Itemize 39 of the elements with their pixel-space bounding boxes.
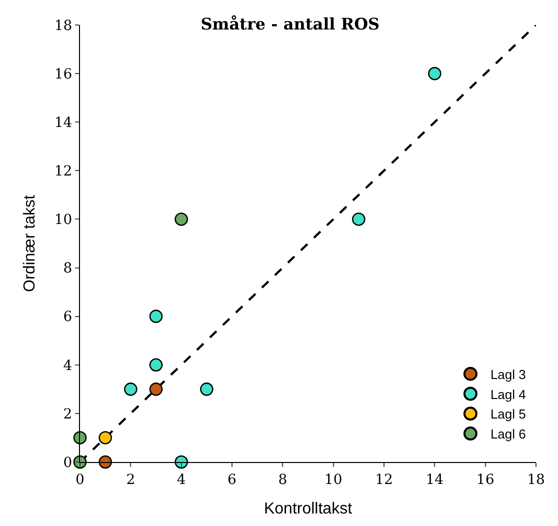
- x-axis-title: Kontrolltakst: [264, 500, 353, 518]
- y-tick-label: 0: [63, 454, 72, 471]
- legend-label: Lagl 4: [490, 386, 526, 402]
- legend-label: Lagl 6: [490, 426, 526, 442]
- point: [428, 66, 442, 80]
- y-tick-label: 8: [63, 260, 72, 277]
- x-tick-label: 8: [278, 472, 288, 488]
- point: [352, 212, 366, 226]
- x-tick-label: 2: [126, 472, 136, 488]
- legend-label: Lagl 3: [490, 366, 526, 382]
- x-tick-label: 18: [527, 472, 545, 488]
- x-tick-label: 6: [228, 472, 237, 488]
- point: [149, 310, 163, 323]
- point: [73, 431, 87, 444]
- legend-label: Lagl 5: [490, 406, 526, 422]
- point: [98, 431, 112, 444]
- point: [149, 358, 163, 372]
- y-tick-label: 14: [54, 115, 72, 132]
- x-tick-label: 0: [76, 472, 84, 488]
- x-tick-label: 12: [375, 472, 393, 488]
- y-tick-label: 10: [54, 212, 72, 228]
- chart-title: Småtre - antall ROS: [200, 14, 380, 34]
- x-tick-label: 10: [324, 472, 342, 488]
- y-tick-label: 6: [63, 309, 72, 326]
- x-tick-label: 14: [426, 472, 444, 488]
- point: [174, 212, 188, 226]
- y-tick-label: 16: [54, 66, 72, 82]
- x-tick-label: 4: [176, 472, 186, 488]
- point: [124, 382, 138, 396]
- point: [149, 382, 163, 396]
- y-tick-label: 18: [54, 18, 72, 34]
- point: [98, 455, 112, 469]
- point: [200, 382, 214, 396]
- y-axis-title: Ordinær takst: [21, 194, 38, 292]
- x-tick-label: 16: [476, 472, 494, 488]
- y-tick-label: 12: [54, 164, 72, 180]
- y-tick-label: 2: [63, 406, 72, 422]
- y-tick-label: 4: [63, 358, 72, 374]
- point: [174, 455, 188, 469]
